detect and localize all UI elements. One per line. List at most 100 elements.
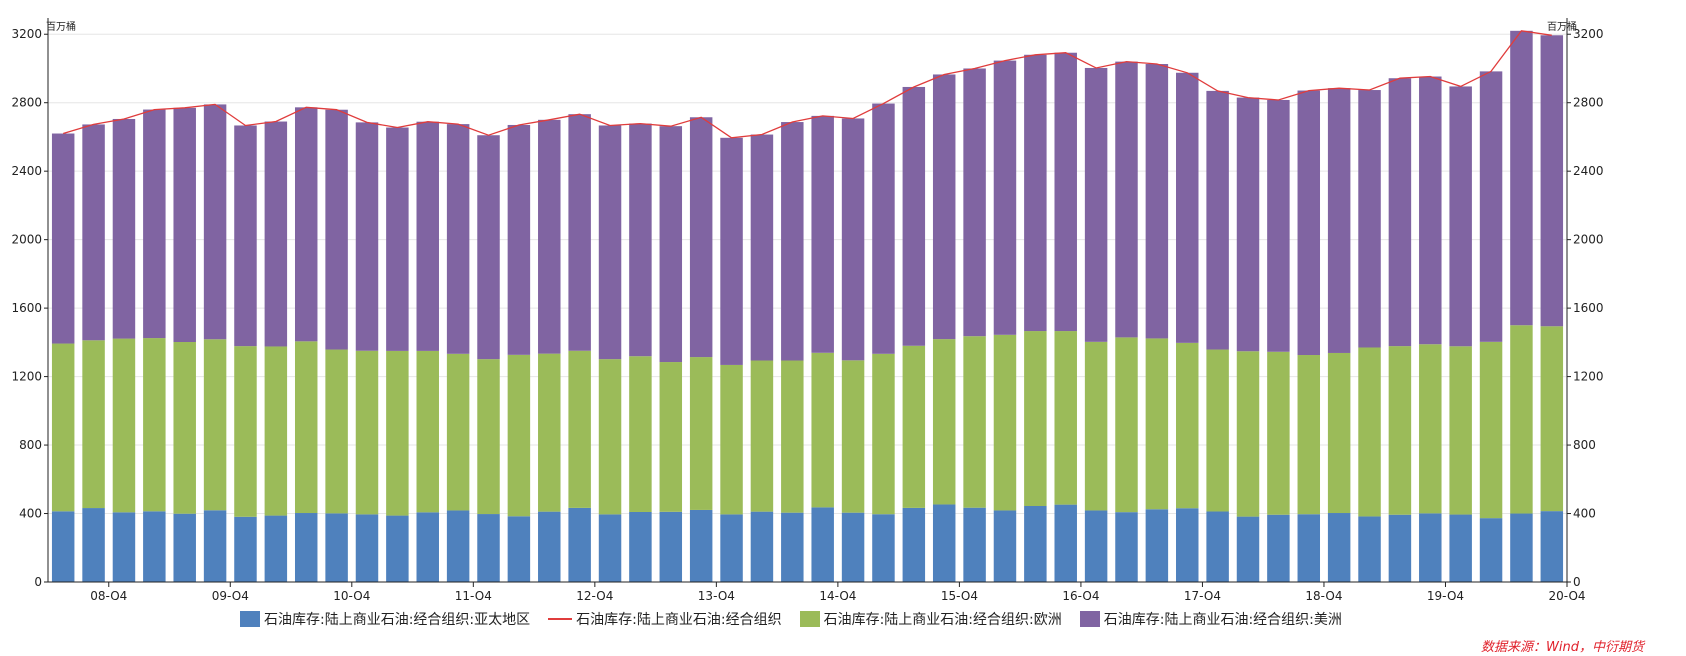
bar-segment: [294, 107, 318, 342]
bar-segment: [689, 117, 713, 358]
bar-segment: [1176, 342, 1199, 509]
y-tick-label-left: 400: [19, 507, 42, 521]
bar-segment: [203, 510, 227, 582]
bar-segment: [1419, 76, 1442, 345]
legend-item: 石油库存:陆上商业石油:经合组织:亚太地区: [240, 609, 530, 629]
bar-segment: [82, 124, 105, 341]
bar-segment: [173, 107, 196, 343]
bar-segment: [568, 114, 591, 351]
x-tick-label: 13-Q4: [698, 589, 735, 600]
bar-segment: [1388, 78, 1412, 347]
bar-segment: [1540, 35, 1564, 327]
bar-segment: [1449, 86, 1472, 347]
bar-segment: [416, 350, 439, 513]
bar-segment: [1388, 346, 1412, 515]
x-tick-label: 14-Q4: [819, 589, 856, 600]
bar-segment: [1084, 341, 1108, 511]
bar-segment: [1145, 338, 1169, 510]
bar-segment: [386, 350, 409, 516]
bar-segment: [750, 134, 774, 361]
bar-segment: [1479, 71, 1503, 342]
bar-segment: [841, 360, 865, 513]
bar-segment: [1236, 97, 1260, 352]
bar-segment: [1358, 516, 1381, 582]
y-tick-label-left: 2000: [11, 233, 42, 247]
bar-segment: [112, 118, 136, 339]
bar-segment: [1145, 64, 1169, 339]
legend: 石油库存:陆上商业石油:经合组织:亚太地区 石油库存:陆上商业石油:经合组织 石油库…: [240, 609, 1360, 629]
bar-segment: [264, 121, 288, 347]
bar-segment: [750, 360, 774, 512]
legend-label: 石油库存:陆上商业石油:经合组织:欧洲: [823, 612, 1062, 628]
bar-segment: [1297, 90, 1321, 356]
bar-segment: [82, 508, 105, 582]
total-line: [63, 30, 1552, 139]
y-tick-label-right: 2000: [1573, 233, 1604, 247]
y-tick-label-right: 800: [1573, 438, 1596, 452]
bar-segment: [932, 504, 956, 582]
x-tick-label: 08-Q4: [90, 589, 127, 600]
bar-segment: [1510, 325, 1533, 514]
bar-segment: [720, 137, 743, 365]
bar-segment: [325, 349, 348, 514]
bar-segment: [264, 515, 288, 582]
bar-segment: [1419, 344, 1442, 514]
bar-segment: [446, 353, 470, 511]
bar-segment: [1510, 513, 1533, 582]
bar-segment: [507, 516, 531, 582]
bar-segment: [1540, 511, 1564, 582]
y-tick-label-right: 2400: [1573, 164, 1604, 178]
bar-segment: [963, 507, 986, 582]
legend-swatch: [799, 611, 820, 627]
bar-segment: [1479, 341, 1503, 519]
bar-segment: [1479, 518, 1503, 582]
x-tick-label: 17-Q4: [1184, 589, 1221, 600]
y-tick-label-left: 2800: [11, 96, 42, 110]
bar-segment: [173, 342, 196, 514]
bar-segment: [203, 339, 227, 511]
bar-segment: [932, 74, 956, 340]
bar-segment: [325, 513, 348, 582]
legend-swatch: [240, 611, 260, 627]
bar-segment: [1145, 509, 1169, 582]
bar-segment: [1084, 67, 1108, 342]
bar-segment: [993, 60, 1017, 335]
legend-label: 石油库存:陆上商业石油:经合组织:亚太地区: [264, 612, 531, 628]
bar-segment: [689, 509, 713, 582]
y-tick-label-right: 3200: [1573, 27, 1604, 41]
left-unit-label: 百万桶: [46, 20, 76, 33]
bar-segment: [993, 334, 1017, 511]
bar-segment: [355, 514, 379, 582]
y-tick-label-left: 800: [19, 438, 42, 452]
bar-segment: [1024, 331, 1047, 506]
bar-segment: [386, 127, 409, 351]
bar-segment: [629, 123, 652, 357]
bar-segment: [1297, 355, 1321, 515]
x-tick-label: 20-Q4: [1548, 589, 1585, 600]
legend-label: 石油库存:陆上商业石油:经合组织:美洲: [1103, 612, 1342, 628]
bar-segment: [872, 103, 895, 354]
y-tick-label-right: 1200: [1573, 370, 1604, 384]
bar-segment: [51, 511, 75, 582]
bar-segment: [1327, 513, 1351, 582]
y-tick-label-left: 1200: [11, 370, 42, 384]
bar-segment: [963, 68, 986, 337]
bar-segment: [1540, 326, 1564, 512]
bar-segment: [1267, 514, 1290, 582]
y-tick-label-right: 400: [1573, 507, 1596, 521]
y-tick-label-left: 3200: [11, 27, 42, 41]
x-tick-label: 12-Q4: [576, 589, 613, 600]
bar-segment: [477, 514, 500, 582]
x-tick-label: 15-Q4: [941, 589, 978, 600]
bar-segment: [173, 513, 196, 582]
bar-segment: [1115, 337, 1138, 513]
bar-segment: [264, 346, 288, 516]
bar-segment: [538, 119, 561, 354]
bar-segment: [902, 345, 926, 508]
bar-segment: [1115, 512, 1138, 582]
bar-segment: [1388, 514, 1412, 582]
y-tick-label-left: 2400: [11, 164, 42, 178]
bar-segment: [902, 86, 926, 346]
bar-segment: [781, 512, 804, 582]
y-tick-label-left: 1600: [11, 301, 42, 315]
